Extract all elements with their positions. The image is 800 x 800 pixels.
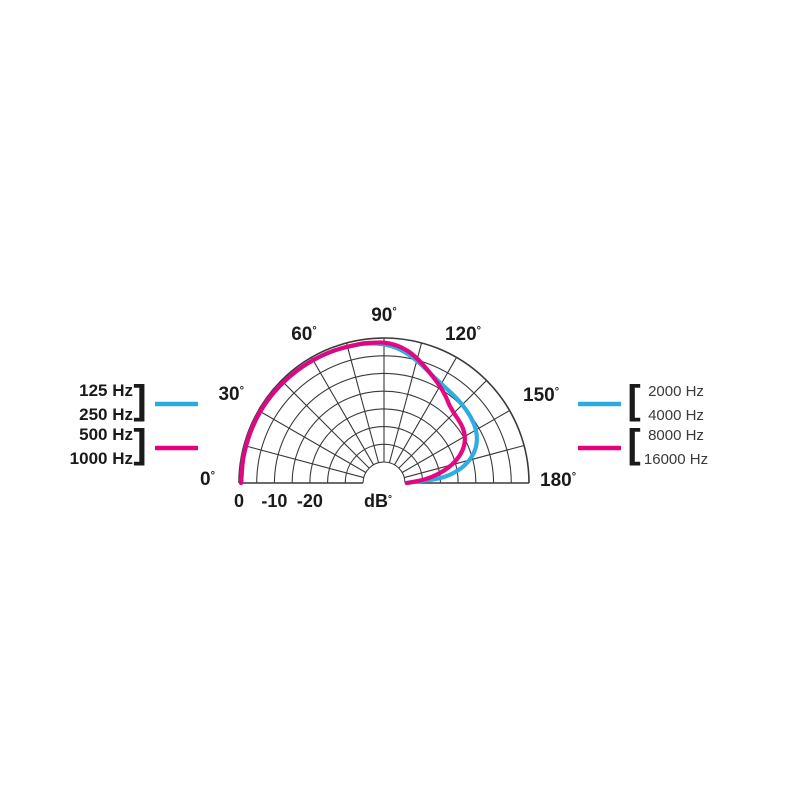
- grid-spoke: [394, 357, 457, 466]
- db-axis-caption: dB°: [364, 491, 392, 511]
- legend-left: 125 Hz 250 Hz]500 Hz 1000 Hz]: [70, 378, 198, 468]
- grid-spoke: [401, 410, 510, 473]
- legend-label-125-hz: 125 Hz: [79, 381, 133, 400]
- data-curve-magenta: [239, 340, 467, 486]
- radial-tick--20: -20: [297, 491, 323, 511]
- grid-spoke: [311, 357, 374, 466]
- legend-label-2000-hz: 2000 Hz: [648, 383, 704, 400]
- grid-ring: [362, 461, 406, 484]
- angle-label-90: 90°: [371, 305, 397, 326]
- legend-bracket-right-0: [: [627, 378, 640, 422]
- radial-tick-0: 0: [234, 491, 244, 511]
- grid-spoke: [398, 380, 487, 469]
- legend-label-16000-hz: 16000 Hz: [644, 451, 708, 468]
- radial-tick--10: -10: [261, 491, 287, 511]
- legend-label-500-hz: 500 Hz: [79, 425, 133, 444]
- data-series-group: [239, 340, 480, 486]
- angle-label-30: 30°: [218, 384, 244, 405]
- legend-label-4000-hz: 4000 Hz: [648, 407, 704, 424]
- polar-grid: [238, 337, 530, 484]
- angle-label-150: 150°: [523, 385, 559, 406]
- grid-spoke: [258, 410, 367, 473]
- legend-bracket-right-1: [: [627, 422, 640, 466]
- angle-label-0: 0°: [200, 469, 215, 490]
- legend-label-250-hz: 250 Hz: [79, 405, 133, 424]
- grid-spoke: [404, 444, 525, 479]
- angle-label-180: 180°: [540, 470, 576, 491]
- legend-label-1000-hz: 1000 Hz: [70, 449, 133, 468]
- angle-labels: 0° 30° 60° 90° 120° 150° 180°: [200, 305, 576, 491]
- legend-bracket-left-0: ]: [133, 378, 146, 422]
- grid-spoke: [243, 444, 364, 479]
- legend-label-8000-hz: 8000 Hz: [648, 427, 704, 444]
- angle-label-120: 120°: [445, 324, 481, 345]
- angle-label-60: 60°: [291, 324, 317, 345]
- legend-bracket-left-1: ]: [133, 422, 146, 466]
- grid-spoke: [281, 380, 370, 469]
- grid-spoke: [345, 342, 380, 463]
- radial-labels: 0 -10 -20 dB°: [234, 491, 392, 511]
